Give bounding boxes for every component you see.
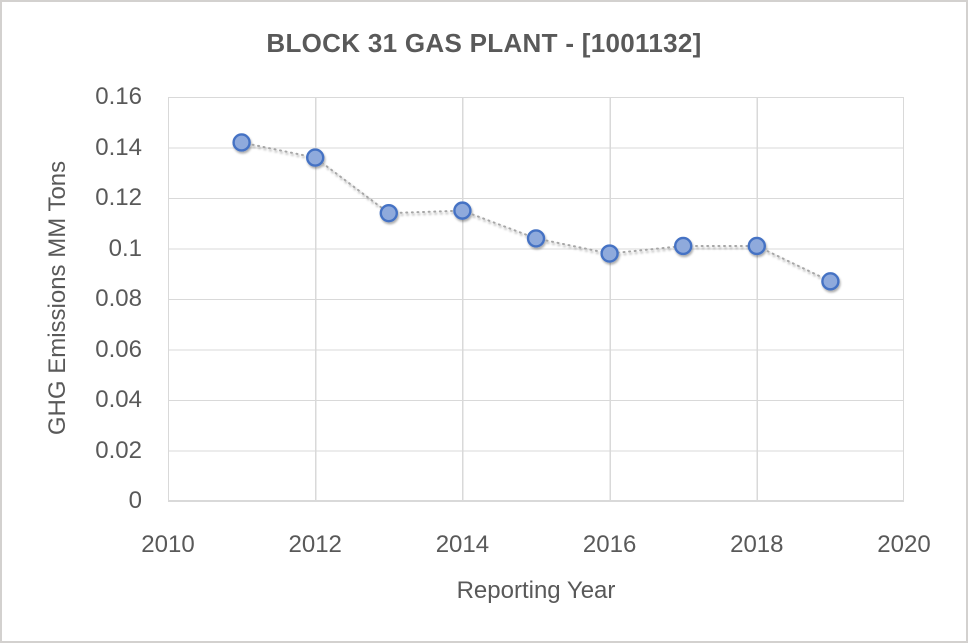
- data-point-2012: [305, 148, 325, 167]
- y-tick-label-0.14: 0.14: [95, 133, 142, 161]
- x-tick-label-2010: 2010: [141, 531, 195, 558]
- y-tick-label-0.06: 0.06: [95, 335, 142, 363]
- data-point-2015: [526, 229, 546, 248]
- x-tick-label-2012: 2012: [288, 531, 342, 558]
- x-axis-title: Reporting Year: [456, 577, 616, 604]
- chart-title: BLOCK 31 GAS PLANT - [1001132]: [266, 28, 702, 58]
- plot-area: [167, 96, 905, 503]
- y-tick-label-0.08: 0.08: [95, 285, 142, 312]
- series-ghg-emissions: [232, 133, 840, 291]
- x-tick-label-2020: 2020: [877, 531, 931, 558]
- data-point-2011: [232, 133, 251, 152]
- y-tick-label-0: 0: [128, 487, 142, 514]
- data-point-2016: [600, 244, 619, 263]
- y-tick-label-0.1: 0.1: [108, 234, 142, 262]
- x-tick-label-2014: 2014: [435, 531, 490, 558]
- y-tick-label-0.16: 0.16: [95, 83, 142, 110]
- series-line: [240, 141, 832, 283]
- data-point-2017: [674, 236, 693, 256]
- x-tick-label-2016: 2016: [582, 531, 637, 558]
- y-tick-label-0.12: 0.12: [95, 184, 142, 211]
- data-point-2013: [379, 203, 399, 223]
- y-tick-label-0.02: 0.02: [95, 436, 142, 464]
- plot-border: [167, 96, 905, 502]
- data-point-2018: [747, 236, 766, 256]
- data-point-2019: [821, 272, 840, 291]
- x-tick-label-2018: 2018: [730, 531, 784, 558]
- data-point-2014: [453, 201, 472, 220]
- y-tick-label-0.04: 0.04: [95, 386, 142, 413]
